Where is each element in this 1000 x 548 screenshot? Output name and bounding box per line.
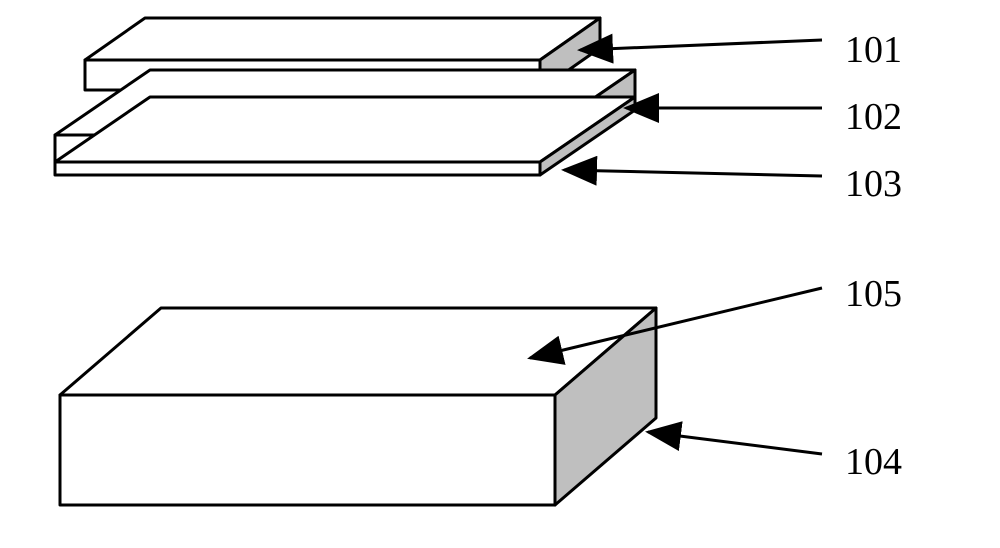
block-104-front [60, 395, 555, 505]
leader-arrow-104 [648, 432, 822, 454]
label-105: 105 [845, 272, 902, 316]
leader-arrow-103 [564, 170, 822, 176]
label-101: 101 [845, 28, 902, 72]
leader-arrow-101 [580, 40, 822, 50]
layer-103-top [55, 97, 635, 162]
layer-103-front [55, 162, 540, 175]
block-104-top [60, 308, 656, 395]
layer-101-top [85, 18, 600, 60]
label-102: 102 [845, 95, 902, 139]
label-104: 104 [845, 440, 902, 484]
label-103: 103 [845, 162, 902, 206]
